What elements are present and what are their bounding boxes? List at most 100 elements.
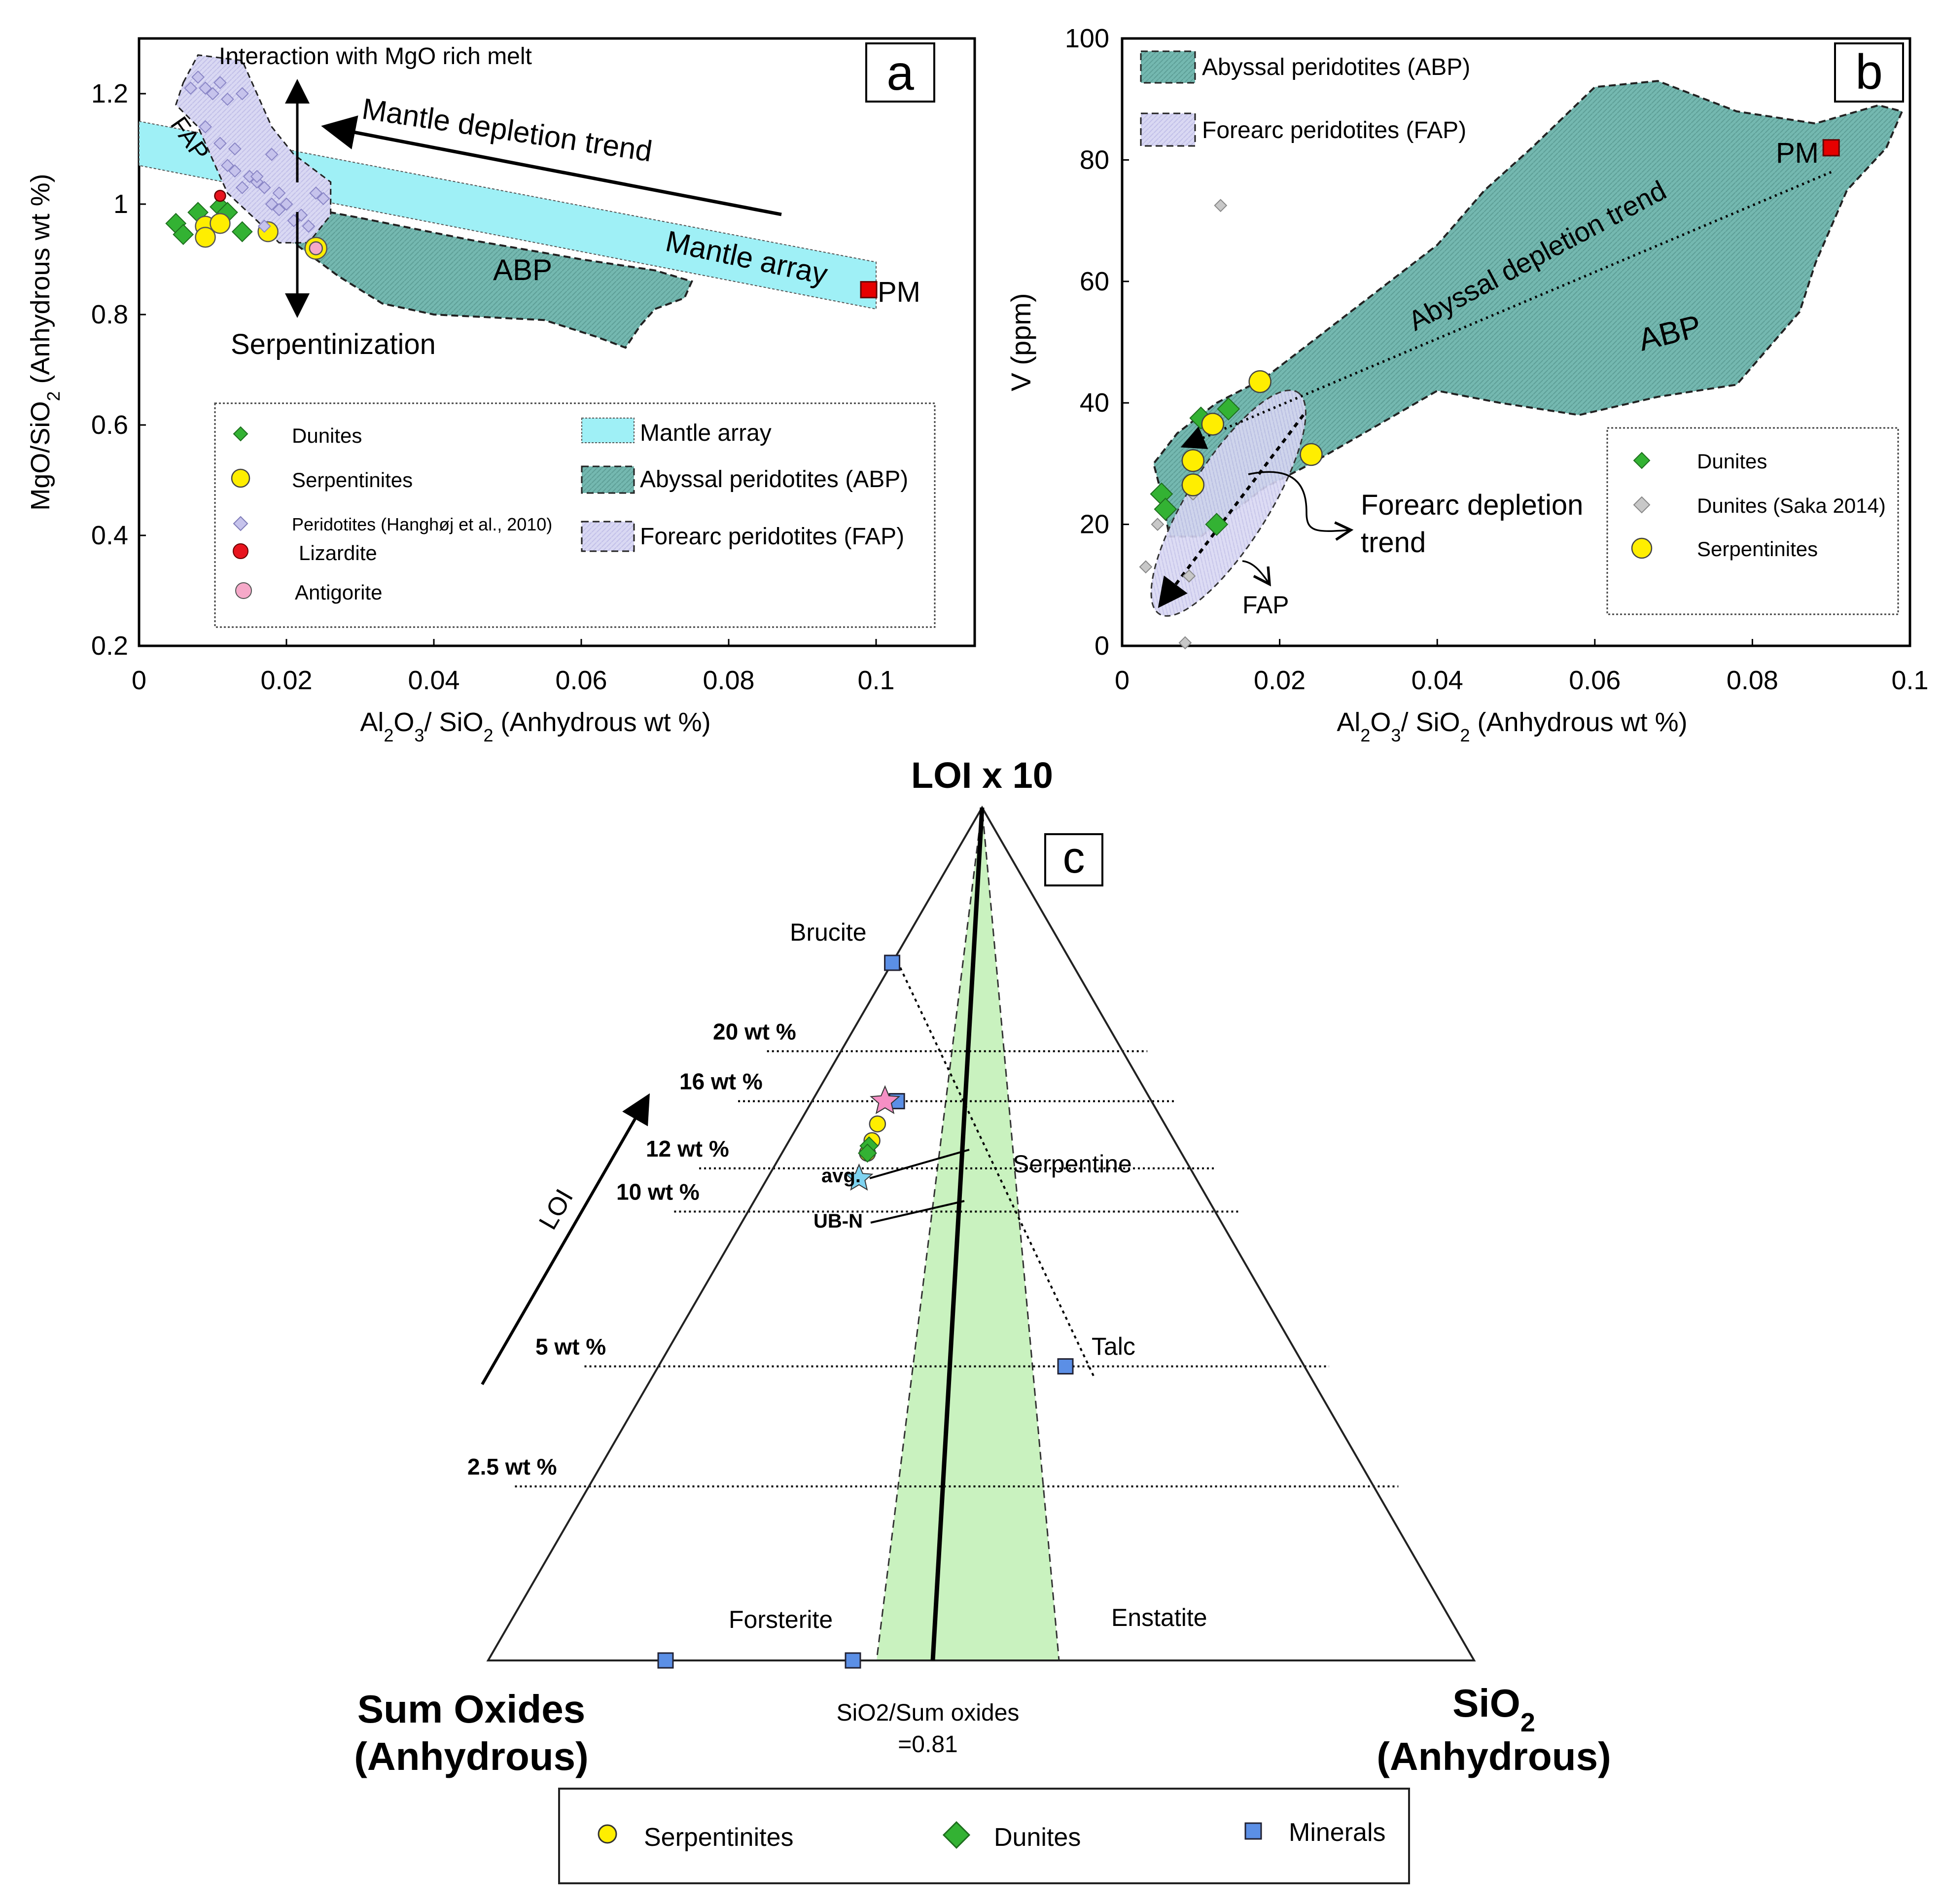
legend-minerals-c: Minerals <box>1289 1818 1386 1847</box>
y-tick-label-a: 1.2 <box>91 79 128 108</box>
x-tick-label-b: 0.1 <box>1891 666 1928 695</box>
point-c-minerals <box>845 1652 861 1669</box>
x-tick-label-a: 0.04 <box>408 666 459 695</box>
panel-b-x-axis-label: Al2O3/ SiO2 (Anhydrous wt %) <box>1337 707 1687 745</box>
corner-left-label-1: Sum Oxides <box>357 1687 585 1731</box>
x-tick-label-a: 0.08 <box>703 666 754 695</box>
legend-mantle-array-swatch <box>581 418 635 443</box>
mantle-array-band <box>139 120 877 310</box>
point-b-serpentinites <box>1248 370 1271 393</box>
point-a-peridotites <box>235 87 249 101</box>
loi-level-label: 16 wt % <box>679 1069 763 1094</box>
ternary-triangle <box>486 806 1476 1661</box>
y-tick-label-a: 0.4 <box>91 521 128 550</box>
legend-serpentinites-c: Serpentinites <box>644 1823 794 1852</box>
panel-a-legend: Dunites Serpentinites Peridotites (Hangh… <box>214 402 936 628</box>
point-a-peridotites <box>199 120 212 134</box>
point-b-serpentinites <box>1201 413 1225 436</box>
legend-dunite-marker-c <box>942 1821 971 1849</box>
point-c-minerals <box>657 1652 674 1669</box>
corner-left-label-2: (Anhydrous) <box>354 1734 589 1778</box>
legend-abp-a: Abyssal peridotites (ABP) <box>640 466 908 493</box>
loi-arrow <box>481 1093 650 1385</box>
point-a-peridotites <box>309 186 323 200</box>
legend-fap-swatch-b <box>1140 112 1196 147</box>
point-a-serpentinites <box>210 212 231 234</box>
legend-abp-b: Abyssal peridotites (ABP) <box>1202 54 1470 80</box>
point-a-peridotites <box>280 197 293 211</box>
legend-serpentinite-marker-b <box>1631 537 1653 559</box>
loi-level-label: 5 wt % <box>535 1334 606 1359</box>
point-c-minerals <box>1057 1358 1074 1375</box>
fap-field-a <box>175 54 332 244</box>
y-tick-label-a: 0.6 <box>91 410 128 440</box>
ratio-label-2: =0.81 <box>898 1731 957 1758</box>
corner-right-label-1: SiO2 <box>1452 1681 1535 1737</box>
legend-dunites-b: Dunites <box>1697 450 1767 473</box>
point-a-dunites <box>231 221 253 243</box>
loi-levels: 20 wt % 16 wt % 12 wt % 10 wt % 5 wt % 2.5 wt… <box>467 1019 1399 1487</box>
mineral-label-forsterite: Forsterite <box>729 1606 833 1633</box>
point-a-peridotites <box>206 87 219 101</box>
panel-b-ticks: 0 0.02 0.04 0.06 0.08 0.1 0 20 40 60 80 100 <box>1065 24 1929 695</box>
sio2-ratio-line <box>930 807 985 1661</box>
corner-right-label-2: (Anhydrous) <box>1377 1734 1611 1778</box>
x-tick-label-b: 0 <box>1115 666 1130 695</box>
mineral-label-talc: Talc <box>1092 1333 1135 1360</box>
point-a-lizardite <box>214 189 226 202</box>
y-tick-label-b: 20 <box>1080 510 1109 539</box>
panel-b-legend: Dunites Dunites (Saka 2014) Serpentinite… <box>1606 427 1899 615</box>
point-a-antigorite <box>309 241 323 255</box>
point-a-peridotites <box>265 197 279 211</box>
ratio-label-1: SiO2/Sum oxides <box>837 1700 1020 1726</box>
y-tick-label-b: 80 <box>1080 145 1109 175</box>
point-a-peridotites <box>250 170 264 183</box>
mineral-label-enstatite: Enstatite <box>1111 1604 1207 1631</box>
legend-serpentinite-marker <box>231 468 250 488</box>
y-tick-label-a: 0.8 <box>91 300 128 329</box>
point-a-peridotites <box>199 81 212 95</box>
legend-mineral-marker <box>1244 1822 1262 1840</box>
point-a-peridotites <box>191 70 205 84</box>
panel-a: 0 0.02 0.04 0.06 0.08 0.1 0.2 0.4 0.6 0.8 1 1.2 a I… <box>26 37 976 745</box>
apex-top-label: LOI x 10 <box>911 755 1053 796</box>
pm-label-b: PM <box>1776 137 1819 169</box>
forearc-trend-label-2: trend <box>1361 527 1426 559</box>
point-a-peridotites <box>213 76 227 90</box>
point-b-dunites <box>1182 569 1196 583</box>
point-a-peridotites <box>228 142 242 156</box>
legend-lizardite-marker <box>233 543 248 559</box>
point-c-avg <box>870 1085 901 1114</box>
y-tick-label-a: 1 <box>113 189 128 219</box>
point-a-peridotites <box>257 219 271 233</box>
mineral-label-brucite: Brucite <box>790 918 867 946</box>
legend-fap-b: Forearc peridotites (FAP) <box>1202 117 1466 143</box>
point-a-dunites <box>173 224 194 246</box>
point-a-peridotites <box>272 203 286 216</box>
loi-level-label: 20 wt % <box>713 1019 796 1044</box>
point-b-serpentinites <box>1181 449 1205 472</box>
legend-dunites-c: Dunites <box>994 1823 1081 1852</box>
y-tick-label-b: 0 <box>1095 631 1109 661</box>
point-c-ubn <box>845 1163 874 1191</box>
panel-c-legend: Serpentinites Dunites Minerals <box>558 1788 1410 1884</box>
panel-a-points <box>165 70 878 299</box>
point-a-peridotites <box>317 192 330 206</box>
x-tick-label-b: 0.04 <box>1412 666 1463 695</box>
legend-saka-marker <box>1633 496 1651 514</box>
x-tick-label-a: 0.06 <box>555 666 607 695</box>
y-tick-label-b: 60 <box>1080 267 1109 296</box>
y-tick-label-b: 100 <box>1065 24 1109 53</box>
point-a-peridotites <box>213 137 227 150</box>
loi-level-label: 10 wt % <box>616 1179 700 1204</box>
legend-serpentinites-b: Serpentinites <box>1697 537 1818 561</box>
point-a-peridotites <box>184 81 198 95</box>
legend-antigorite-a: Antigorite <box>295 581 382 604</box>
panel-a-y-axis-label: MgO/SiO2 (Anhydrous wt %) <box>26 174 64 510</box>
panel-c-letter: c <box>1063 833 1085 882</box>
point-a-peridotites <box>257 180 271 194</box>
point-b-dunites <box>1178 636 1192 650</box>
fap-field-b <box>1150 389 1306 617</box>
panel-a-x-axis-label: Al2O3/ SiO2 (Anhydrous wt %) <box>360 707 710 745</box>
